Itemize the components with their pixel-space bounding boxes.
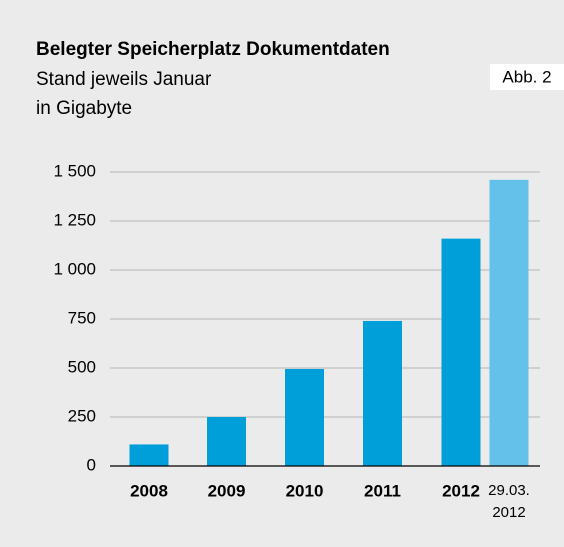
x-tick-label: 29.03. 2012 (488, 482, 530, 521)
y-tick-label: 750 (68, 308, 96, 327)
bar (363, 320, 402, 466)
chart-title: Belegter Speicherplatz Dokumentdaten (36, 39, 390, 60)
y-tick-label: 0 (87, 455, 96, 474)
bar (441, 238, 481, 466)
x-tick-label-box: 29.03. 2012 (488, 482, 530, 521)
x-tick-label: 2008 (130, 481, 168, 500)
x-tick-label: 2010 (286, 481, 324, 500)
x-tick-label: 2009 (208, 481, 246, 500)
x-tick-label: 2011 (364, 481, 401, 500)
figure-label-box (490, 64, 564, 90)
y-tick-label: 1 000 (53, 259, 96, 278)
chart-subtitle: in Gigabyte (36, 98, 132, 119)
bar (207, 417, 246, 466)
chart-subtitle: Stand jeweils Januar (36, 69, 212, 90)
y-tick-label: 1 250 (53, 210, 96, 229)
bar (129, 444, 169, 466)
bar (285, 368, 324, 466)
y-tick-label: 500 (68, 357, 96, 376)
figure-label: Abb. 2 (502, 67, 551, 86)
x-tick-label: 2012 (442, 481, 480, 500)
y-tick-label: 250 (68, 406, 96, 425)
y-tick-label: 1 500 (53, 161, 96, 180)
bar (489, 179, 529, 466)
